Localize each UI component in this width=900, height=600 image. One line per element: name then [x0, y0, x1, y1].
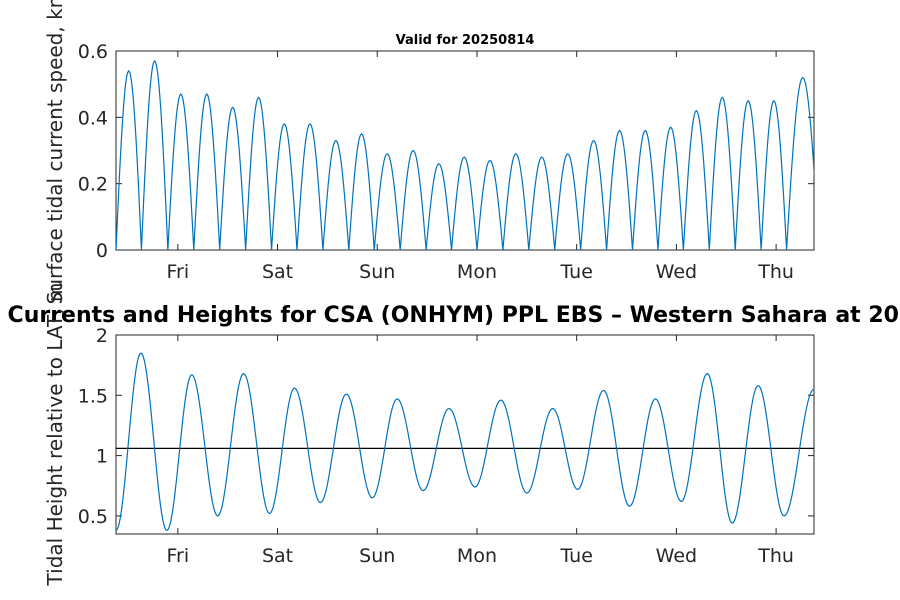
current-speed-y-tick-label: 0.2	[78, 174, 108, 196]
tidal-height-x-tick-label: Fri	[167, 545, 190, 567]
current-speed-x-tick-label: Sat	[262, 261, 293, 283]
current-speed-axes: Fri Sat Sun Mon Tue Wed Thu 0 0.2 0.4 0.6 Valid fo…	[43, 0, 815, 304]
tidal-height-series-line	[116, 352, 814, 532]
current-speed-x-tick-label: Tue	[559, 261, 592, 283]
current-speed-y-tick-label: 0	[96, 240, 108, 262]
current-speed-title: Valid for 20250814	[396, 33, 535, 48]
current-speed-x-tick-label: Fri	[167, 261, 190, 283]
current-speed-y-label: Surface tidal current speed, kn	[43, 0, 67, 304]
current-speed-y-tick-label: 0.4	[78, 107, 108, 129]
tidal-height-x-tick-label: Sat	[262, 545, 293, 567]
tidal-height-y-tick-label: 1	[96, 446, 108, 468]
current-speed-plot-area	[115, 50, 815, 251]
current-speed-y-tick-label: 0.6	[78, 41, 108, 63]
current-speed-series-line	[116, 59, 814, 250]
tidal-height-title: Tidal Currents and Heights for CSA (ONHY…	[0, 303, 900, 328]
tidal-height-plot-area	[115, 334, 815, 535]
tidal-height-x-tick-label: Sun	[359, 545, 395, 567]
tidal-height-y-tick-label: 0.5	[78, 506, 108, 528]
tidal-height-x-tick-label: Thu	[757, 545, 794, 567]
tidal-height-x-tick-label: Wed	[656, 545, 697, 567]
current-speed-x-tick-label: Wed	[656, 261, 697, 283]
current-speed-x-tick-label: Sun	[359, 261, 395, 283]
tidal-height-axes: Fri Sat Sun Mon Tue Wed Thu 0.5 1 1.5 2 Tidal Curr…	[0, 283, 900, 587]
current-speed-x-tick-label: Mon	[457, 261, 497, 283]
tidal-height-ticks: Fri Sat Sun Mon Tue Wed Thu 0.5 1 1.5 2	[78, 325, 814, 567]
current-speed-x-tick-label: Thu	[757, 261, 794, 283]
current-speed-ticks: Fri Sat Sun Mon Tue Wed Thu 0 0.2 0.4 0.6	[78, 41, 814, 283]
tidal-height-x-tick-label: Mon	[457, 545, 497, 567]
tidal-height-y-tick-label: 2	[96, 325, 108, 347]
tidal-height-y-label: Tidal Height relative to LAT, m	[43, 283, 67, 587]
tidal-height-x-tick-label: Tue	[559, 545, 592, 567]
tidal-height-y-tick-label: 1.5	[78, 385, 108, 407]
